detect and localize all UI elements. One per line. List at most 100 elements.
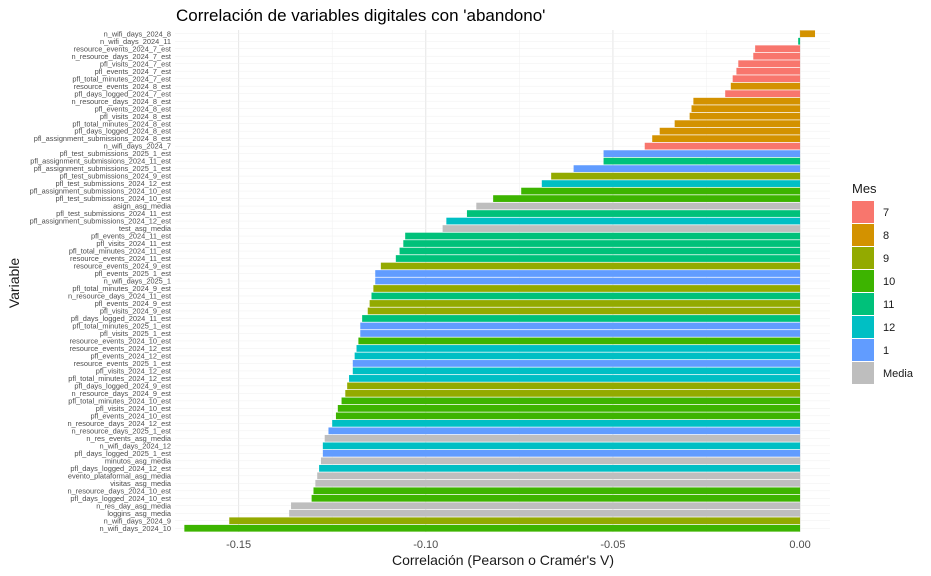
legend-key <box>852 270 874 292</box>
bar <box>369 300 801 307</box>
bar <box>371 292 801 300</box>
y-tick-label: pfl_total_minutes_2024_9_est <box>72 284 171 293</box>
bar <box>337 405 801 412</box>
y-tick-label: pfl_test_submissions_2024_12_est <box>56 179 171 188</box>
bar <box>358 337 801 345</box>
y-tick-label: resource_events_2024_10_est <box>70 337 172 346</box>
y-tick-label: pfl_days_logged_2024_8_est <box>74 127 171 136</box>
x-tick-labels: -0.15 -0.10 -0.05 0.00 <box>226 539 811 551</box>
legend-title: Mes <box>852 181 877 196</box>
bar <box>291 502 801 510</box>
y-tick-label: resource_events_2024_12_est <box>70 344 172 353</box>
legend-label: 8 <box>883 230 889 242</box>
bar <box>730 82 801 90</box>
y-tick-label: pfl_events_2024_8_est <box>95 104 171 113</box>
bar <box>354 352 801 360</box>
bar <box>313 487 801 495</box>
y-tick-label: pfl_events_2025_1_est <box>95 269 171 278</box>
y-tick-label: n_wifi_days_2024_11 <box>100 37 171 46</box>
y-tick-label: resource_events_2024_7_est <box>74 44 171 53</box>
bar <box>332 419 801 427</box>
bar <box>320 457 801 465</box>
bar <box>442 225 801 232</box>
y-tick-label: pfl_days_logged_2025_1_est <box>74 449 171 458</box>
y-tick-label: n_resource_days_2024_11_est <box>68 292 171 301</box>
y-tick-label: n_resource_days_2024_7_est <box>72 52 171 61</box>
y-tick-label: loggins_asg_media <box>107 509 172 518</box>
y-tick-label: pfl_total_minutes_2025_1_est <box>72 322 171 331</box>
y-tick-label: pfl_events_2024_12_est <box>90 352 171 361</box>
y-tick-label: n_wifi_days_2024_7 <box>104 142 171 151</box>
x-tick-label: 0.00 <box>789 539 810 551</box>
bar <box>352 360 801 367</box>
legend-label: 10 <box>883 276 895 288</box>
y-tick-label: pfl_days_logged_2024_9_est <box>74 381 171 390</box>
bar <box>466 210 801 217</box>
legend-label: Media <box>883 368 914 380</box>
y-tick-label: pfl_assignment_submissions_2024_11_est <box>30 157 171 166</box>
y-tick-label: n_wifi_days_2024_10 <box>100 524 172 533</box>
bar <box>229 517 801 525</box>
y-tick-label: resource_events_2025_1_est <box>74 359 171 368</box>
y-tick-label: pfl_total_minutes_2024_10_est <box>68 396 171 405</box>
bar <box>732 75 801 83</box>
bar <box>691 105 801 113</box>
bar <box>446 217 801 225</box>
bar <box>352 367 801 375</box>
y-tick-label: pfl_total_minutes_2024_11_est <box>69 247 171 256</box>
bar <box>317 472 801 480</box>
y-tick-label: pfl_assignment_submissions_2025_1_est <box>34 164 171 173</box>
legend-label: 9 <box>883 253 889 265</box>
bars <box>184 30 816 532</box>
y-tick-label: n_resource_days_2024_9_est <box>72 389 171 398</box>
bar <box>395 255 801 262</box>
y-tick-label: resource_events_2024_8_est <box>74 82 171 91</box>
legend: Mes 7 8 9 10 11 12 1 Media <box>852 181 914 384</box>
y-tick-label: evento_plataformal_asg_media <box>68 471 172 480</box>
bar <box>573 165 801 172</box>
bar <box>360 330 801 337</box>
y-tick-label: n_resource_days_2024_10_est <box>67 486 171 495</box>
bar <box>362 315 801 322</box>
legend-label: 1 <box>883 345 889 357</box>
bar <box>345 390 801 397</box>
y-tick-label: n_wifi_days_2024_12 <box>100 441 172 450</box>
bar <box>674 120 801 128</box>
bar <box>322 449 801 457</box>
y-tick-label: n_wifi_days_2024_9 <box>104 516 171 525</box>
y-tick-label: n_wifi_days_2024_8 <box>104 29 171 38</box>
bar <box>360 322 801 330</box>
y-tick-label: pfl_events_2024_11_est <box>91 232 171 241</box>
bar <box>356 345 801 352</box>
y-tick-label: pfl_test_submissions_2024_9_est <box>60 172 171 181</box>
y-tick-label: pfl_visits_2024_9_est <box>100 307 171 316</box>
bar <box>800 30 816 38</box>
bar <box>755 45 801 53</box>
y-tick-labels: n_wifi_days_2024_8n_wifi_days_2024_11res… <box>30 29 172 533</box>
bar <box>689 112 801 120</box>
legend-label: 11 <box>883 299 894 311</box>
bar <box>311 494 801 502</box>
bar <box>644 142 801 150</box>
bar <box>315 479 801 487</box>
y-tick-label: resource_events_2024_11_est <box>70 254 171 263</box>
y-tick-label: minutos_asg_media <box>105 456 172 465</box>
y-tick-label: pfl_days_logged_2024_7_est <box>74 89 171 98</box>
bar <box>347 382 801 390</box>
bar <box>659 127 801 135</box>
bar <box>375 277 801 285</box>
bar <box>380 262 801 270</box>
bar <box>652 135 801 143</box>
y-axis-title: Variable <box>6 258 22 309</box>
bar <box>403 240 801 247</box>
bar <box>341 397 801 405</box>
y-tick-label: pfl_total_minutes_2024_12_est <box>68 374 171 383</box>
y-tick-label: pfl_test_submissions_2024_11_est <box>56 209 171 218</box>
legend-key <box>852 362 874 384</box>
bar <box>373 285 801 292</box>
y-tick-label: n_res_day_asg_media <box>96 501 172 510</box>
bar <box>324 434 801 442</box>
legend-key <box>852 247 874 269</box>
bar <box>349 375 801 382</box>
